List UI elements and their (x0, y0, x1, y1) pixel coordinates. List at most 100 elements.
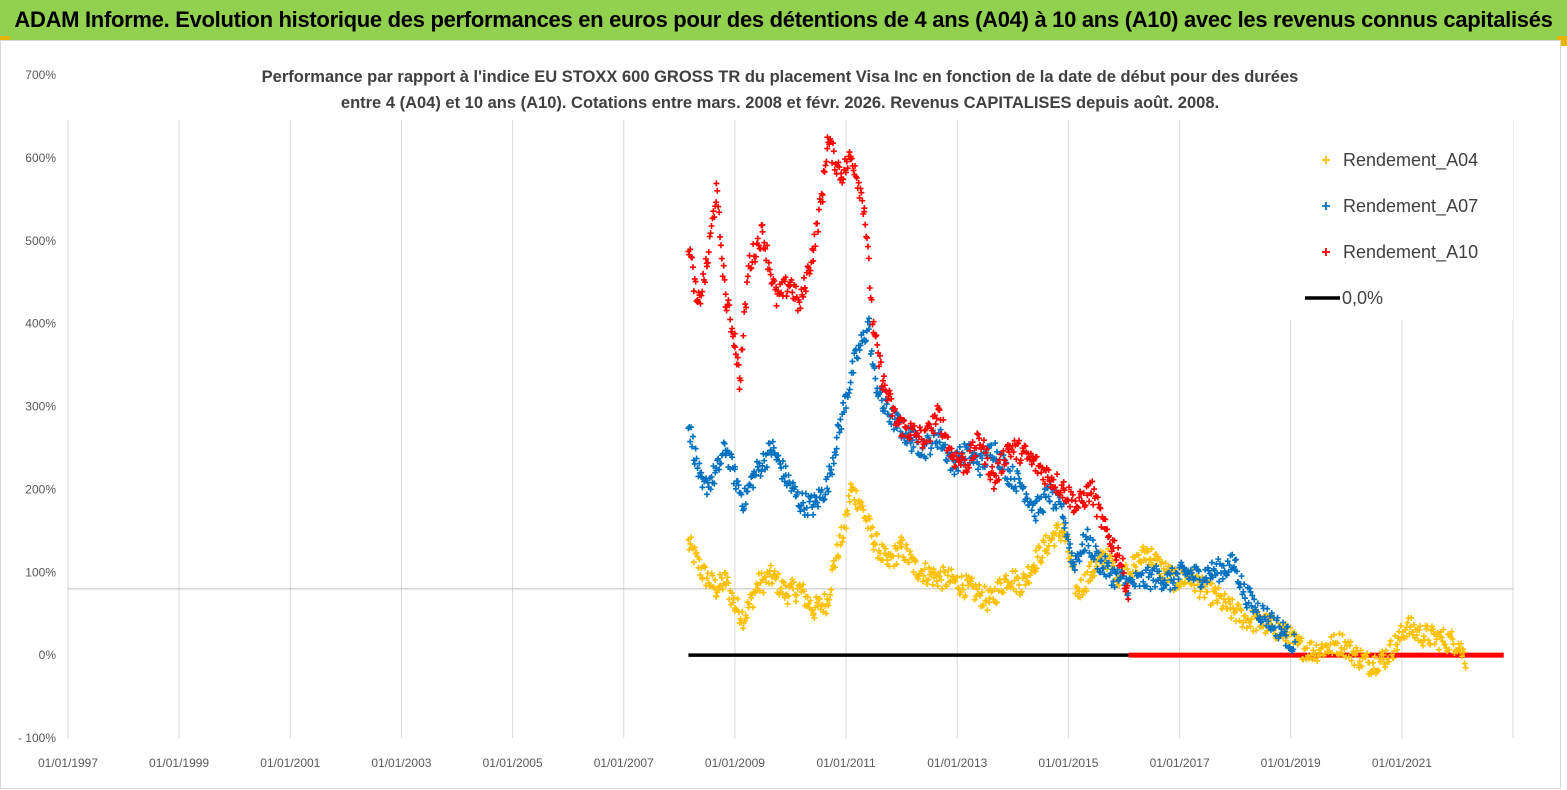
scatter-point (1216, 578, 1223, 585)
scatter-point (1420, 633, 1427, 640)
scatter-point (1086, 549, 1093, 556)
scatter-point (1066, 484, 1073, 491)
scatter-point (930, 574, 937, 581)
scatter-point (910, 444, 917, 451)
series-Rendement_A07 (685, 315, 1299, 655)
scatter-point (815, 503, 822, 510)
scatter-point (877, 359, 884, 366)
scatter-point (1120, 570, 1127, 577)
x-tick-label: 01/01/2007 (594, 756, 654, 770)
scatter-point (807, 597, 814, 604)
scatter-point (729, 599, 736, 606)
scatter-point (1098, 524, 1105, 531)
scatter-point (1175, 576, 1182, 583)
scatter-point (1394, 641, 1401, 648)
scatter-point (853, 487, 860, 494)
scatter-point (1060, 515, 1067, 522)
scatter-point (1013, 588, 1020, 595)
scatter-point (1050, 476, 1057, 483)
scatter-point (1280, 619, 1287, 626)
scatter-point (872, 375, 879, 382)
scatter-point (1388, 651, 1395, 658)
scatter-point (1040, 509, 1047, 516)
scatter-point (1358, 663, 1365, 670)
scatter-point (832, 451, 839, 458)
scatter-point (1052, 501, 1059, 508)
scatter-point (842, 169, 849, 176)
scatter-point (951, 471, 958, 478)
scatter-point (865, 255, 872, 262)
scatter-point (811, 614, 818, 621)
scatter-point (716, 209, 723, 216)
scatter-point (984, 455, 991, 462)
scatter-point (849, 358, 856, 365)
scatter-point (735, 361, 742, 368)
scatter-point (1116, 552, 1123, 559)
scatter-point (823, 610, 830, 617)
scatter-point (1375, 667, 1382, 674)
scatter-point (698, 469, 705, 476)
scatter-point (1012, 483, 1019, 490)
scatter-point (1456, 645, 1463, 652)
scatter-point (1169, 565, 1176, 572)
scatter-point (837, 541, 844, 548)
scatter-point (1009, 463, 1016, 470)
scatter-point (983, 446, 990, 453)
scatter-point (1125, 596, 1132, 603)
scatter-point (1097, 558, 1104, 565)
scatter-point (1016, 582, 1023, 589)
scatter-point (1257, 619, 1264, 626)
scatter-point (1153, 563, 1160, 570)
scatter-point (1218, 592, 1225, 599)
scatter-point (1370, 665, 1377, 672)
scatter-point (1236, 617, 1243, 624)
scatter-point (1174, 570, 1181, 577)
scatter-point (732, 605, 739, 612)
scatter-point (1122, 588, 1129, 595)
scatter-point (1097, 505, 1104, 512)
scatter-point (921, 427, 928, 434)
scatter-point (1217, 569, 1224, 576)
scatter-point (1243, 625, 1250, 632)
scatter-point (1091, 486, 1098, 493)
y-axis-ticks: - 100% 0% 100% 200% 300% 400% 500% 600% 700% (18, 68, 56, 745)
scatter-point (1045, 466, 1052, 473)
scatter-point (880, 377, 887, 384)
legend-marker (1322, 156, 1330, 164)
scatter-point (853, 354, 860, 361)
scatter-point (1039, 554, 1046, 561)
scatter-point (711, 584, 718, 591)
scatter-point (840, 399, 847, 406)
scatter-point (827, 591, 834, 598)
scatter-point (828, 466, 835, 473)
scatter-point (779, 458, 786, 465)
scatter-point (1208, 559, 1215, 566)
scatter-point (748, 594, 755, 601)
scatter-point (1334, 640, 1341, 647)
scatter-point (757, 472, 764, 479)
scatter-point (784, 288, 791, 295)
scatter-point (738, 491, 745, 498)
scatter-point (950, 453, 957, 460)
scatter-point (748, 474, 755, 481)
scatter-point (737, 615, 744, 622)
scatter-point (860, 506, 867, 513)
scatter-point (1152, 583, 1159, 590)
scatter-point (865, 326, 872, 333)
scatter-point (725, 297, 732, 304)
scatter-point (962, 592, 969, 599)
scatter-point (989, 463, 996, 470)
scatter-point (926, 421, 933, 428)
scatter-point (710, 208, 717, 215)
x-tick-label: 01/01/2005 (483, 756, 543, 770)
scatter-point (1247, 588, 1254, 595)
scatter-point (984, 607, 991, 614)
scatter-point (792, 598, 799, 605)
scatter-point (1036, 544, 1043, 551)
scatter-point (687, 246, 694, 253)
scatter-point (1096, 504, 1103, 511)
scatter-point (702, 255, 709, 262)
scatter-point (729, 590, 736, 597)
scatter-point (1106, 552, 1113, 559)
scatter-point (726, 596, 733, 603)
